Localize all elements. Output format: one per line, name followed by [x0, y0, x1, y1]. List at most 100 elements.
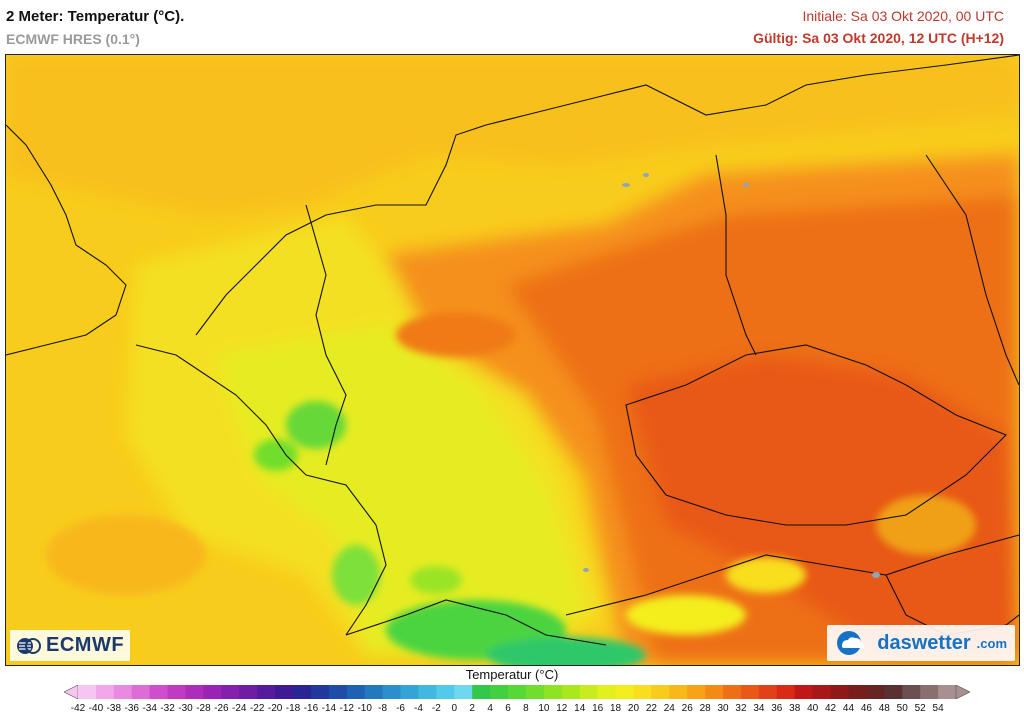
legend-tick-label: -32: [160, 703, 175, 714]
ecmwf-logo-text: ECMWF: [46, 634, 125, 656]
legend-color-swatch: [525, 685, 545, 699]
legend-color-swatch: [490, 685, 509, 699]
legend-color-swatch: [149, 685, 169, 699]
legend-tick-label: -36: [124, 703, 139, 714]
legend-tick-label: 38: [789, 703, 801, 714]
legend-color-swatch: [758, 685, 778, 699]
legend-tick-label: 12: [556, 703, 568, 714]
legend-tick-label: 2: [469, 703, 475, 714]
legend-title: Temperatur (°C): [465, 667, 559, 682]
legend-tick-label: 4: [487, 703, 493, 714]
legend-arrow-right: [955, 685, 970, 699]
cloud-icon: [837, 631, 865, 655]
legend-tick-label: 46: [860, 703, 872, 714]
legend-color-swatch: [705, 685, 724, 699]
legend-tick-label: -34: [142, 703, 157, 714]
temperature-field: [6, 55, 1019, 665]
legend-color-swatch: [794, 685, 814, 699]
legend-color-swatch: [561, 685, 581, 699]
legend-tick-label: -28: [196, 703, 211, 714]
legend-tick-label: 26: [681, 703, 693, 714]
legend-tick-label: 40: [807, 703, 819, 714]
legend-tick-label: 28: [699, 703, 711, 714]
legend-color-swatch: [723, 685, 742, 699]
legend-color-swatch: [221, 685, 240, 699]
daswetter-logo-text: daswetter: [877, 631, 971, 654]
legend-tick-label: -24: [232, 703, 247, 714]
legend-color-swatch: [78, 685, 97, 699]
legend-tick-label: 54: [932, 703, 944, 714]
legend-tick-label: -2: [431, 703, 441, 714]
legend-tick-label: 14: [574, 703, 586, 714]
legend-color-swatch: [920, 685, 939, 699]
color-scale: [64, 685, 970, 699]
legend-color-swatch: [776, 685, 796, 699]
model-name: ECMWF HRES (0.1°): [6, 31, 140, 47]
legend-color-swatch: [508, 685, 527, 699]
legend-tick-label: 48: [878, 703, 890, 714]
legend-color-swatch: [615, 685, 634, 699]
legend-color-swatch: [418, 685, 437, 699]
daswetter-logo[interactable]: daswetter .com: [827, 625, 1015, 661]
legend-color-swatch: [902, 685, 921, 699]
header-left: 2 Meter: Temperatur (°C). ECMWF HRES (0.…: [6, 8, 184, 47]
legend-tick-label: 0: [451, 703, 458, 714]
legend-tick-label: 16: [592, 703, 604, 714]
legend-color-swatch: [472, 685, 491, 699]
legend-tick-label: 36: [771, 703, 783, 714]
legend-color-swatch: [95, 685, 115, 699]
legend-tick-label: 52: [914, 703, 926, 714]
legend-color-swatch: [687, 685, 706, 699]
legend-color-swatch: [454, 685, 473, 699]
legend-tick-label: 44: [842, 703, 855, 714]
legend-color-swatch: [579, 685, 599, 699]
legend-color-swatch: [131, 685, 151, 699]
legend-color-swatch: [543, 685, 563, 699]
legend-color-swatch: [328, 685, 348, 699]
legend-tick-label: -18: [285, 703, 301, 714]
legend-tick-label: -26: [214, 703, 229, 714]
legend-color-swatch: [275, 685, 294, 699]
legend-color-swatch: [884, 685, 903, 699]
legend-tick-label: 6: [505, 703, 511, 714]
initial-time: Initiale: Sa 03 Okt 2020, 00 UTC: [802, 8, 1004, 24]
legend-tick-label: 32: [735, 703, 747, 714]
legend-color-swatch: [293, 685, 312, 699]
legend-tick-label: -8: [378, 703, 388, 714]
legend-tick-label: 30: [717, 703, 729, 714]
legend-tick-label: 18: [609, 703, 622, 714]
legend-tick-label: 50: [896, 703, 908, 714]
legend-color-swatch: [848, 685, 867, 699]
legend-tick-label: -22: [249, 703, 265, 714]
legend-color-swatch: [938, 685, 957, 699]
legend-tick-label: 8: [523, 703, 529, 714]
legend-color-swatch: [740, 685, 760, 699]
legend-color-swatch: [257, 685, 276, 699]
legend-tick-label: 10: [538, 703, 550, 714]
legend-tick-label: -14: [321, 703, 337, 714]
borders: [6, 55, 1019, 646]
legend-tick-label: 34: [753, 703, 765, 714]
legend-color-swatch: [185, 685, 204, 699]
daswetter-logo-domain: .com: [976, 635, 1007, 651]
ecmwf-logo: ECMWF: [10, 630, 131, 661]
legend-color-swatch: [597, 685, 617, 699]
legend-color-swatch: [364, 685, 384, 699]
temperature-map[interactable]: ECMWF daswetter .com: [5, 54, 1020, 666]
legend-tick-label: -10: [357, 703, 372, 714]
legend-color-swatch: [866, 685, 885, 699]
legend-color-swatch: [436, 685, 455, 699]
legend-tick-label: -30: [178, 703, 193, 714]
legend-color-swatch: [167, 685, 187, 699]
legend-color-swatch: [669, 685, 688, 699]
legend-color-swatch: [346, 685, 366, 699]
legend-tick-label: -38: [106, 703, 122, 714]
temperature-legend: Temperatur (°C) -42 -40 -38 -36 -34 -32 -30 -28…: [0, 664, 1024, 720]
legend-tick-label: 22: [645, 703, 657, 714]
legend-color-swatch: [633, 685, 652, 699]
legend-tick-label: -42: [70, 703, 86, 714]
map-title: 2 Meter: Temperatur (°C).: [6, 8, 185, 25]
legend-color-swatch: [812, 685, 832, 699]
legend-color-swatch: [651, 685, 670, 699]
ecmwf-icon: [17, 637, 41, 654]
